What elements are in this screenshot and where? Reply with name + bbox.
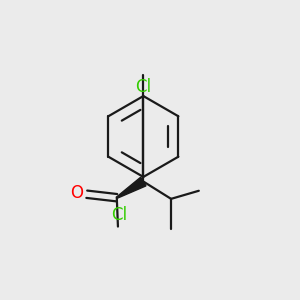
Polygon shape <box>116 177 146 198</box>
Text: O: O <box>70 184 83 202</box>
Text: Cl: Cl <box>135 78 152 96</box>
Text: Cl: Cl <box>111 206 127 224</box>
